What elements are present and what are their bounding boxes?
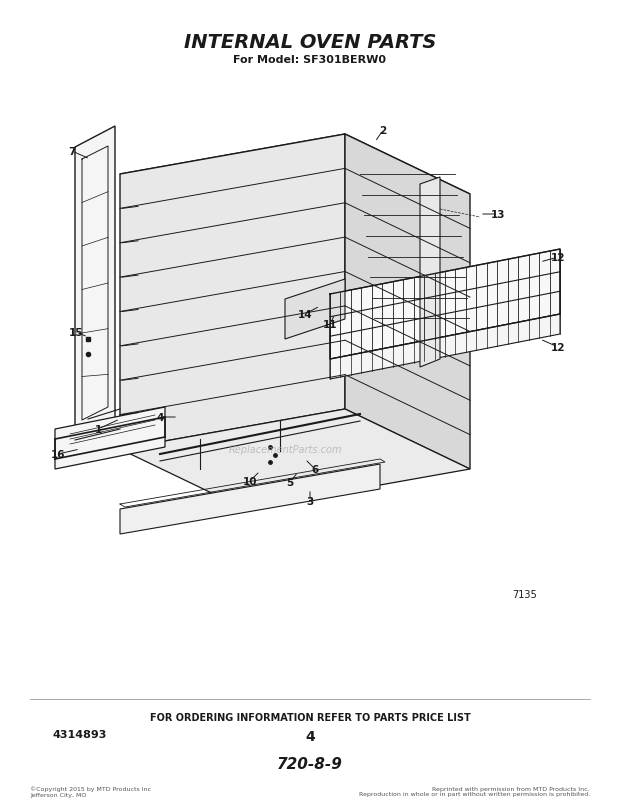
Text: 12: 12	[551, 253, 565, 263]
Text: For Model: SF301BERW0: For Model: SF301BERW0	[234, 55, 386, 65]
Text: 4314893: 4314893	[53, 729, 107, 739]
Text: 12: 12	[551, 343, 565, 353]
Polygon shape	[345, 135, 470, 470]
Polygon shape	[120, 135, 345, 450]
Text: 2: 2	[379, 126, 387, 136]
Text: 13: 13	[491, 210, 505, 220]
Text: INTERNAL OVEN PARTS: INTERNAL OVEN PARTS	[184, 32, 436, 51]
Text: 10: 10	[243, 476, 257, 487]
Polygon shape	[285, 279, 345, 340]
Text: ©Copyright 2015 by MTD Products Inc
Jefferson City, MO: ©Copyright 2015 by MTD Products Inc Jeff…	[30, 785, 151, 797]
Text: 6: 6	[311, 464, 319, 475]
Polygon shape	[120, 464, 380, 534]
Text: Reprinted with permission from MTD Products Inc.
Reproduction in whole or in par: Reprinted with permission from MTD Produ…	[359, 785, 590, 797]
Polygon shape	[330, 250, 560, 360]
Text: 15: 15	[69, 328, 83, 337]
Text: 720-8-9: 720-8-9	[277, 756, 343, 772]
Polygon shape	[330, 315, 560, 380]
Text: 14: 14	[298, 310, 312, 320]
Text: 11: 11	[323, 320, 337, 329]
Polygon shape	[75, 127, 115, 441]
Text: 4: 4	[156, 413, 164, 422]
Text: 1: 1	[94, 425, 102, 434]
Polygon shape	[420, 177, 440, 368]
Text: ReplacementParts.com: ReplacementParts.com	[228, 444, 342, 454]
Polygon shape	[120, 410, 470, 509]
Text: 16: 16	[51, 450, 65, 459]
Text: 3: 3	[306, 496, 314, 507]
Polygon shape	[120, 135, 470, 234]
Text: 7: 7	[68, 147, 76, 157]
Text: 7135: 7135	[513, 589, 538, 599]
Text: FOR ORDERING INFORMATION REFER TO PARTS PRICE LIST: FOR ORDERING INFORMATION REFER TO PARTS …	[149, 712, 471, 722]
Text: 5: 5	[286, 478, 294, 487]
Polygon shape	[55, 407, 165, 470]
Text: 4: 4	[305, 729, 315, 743]
